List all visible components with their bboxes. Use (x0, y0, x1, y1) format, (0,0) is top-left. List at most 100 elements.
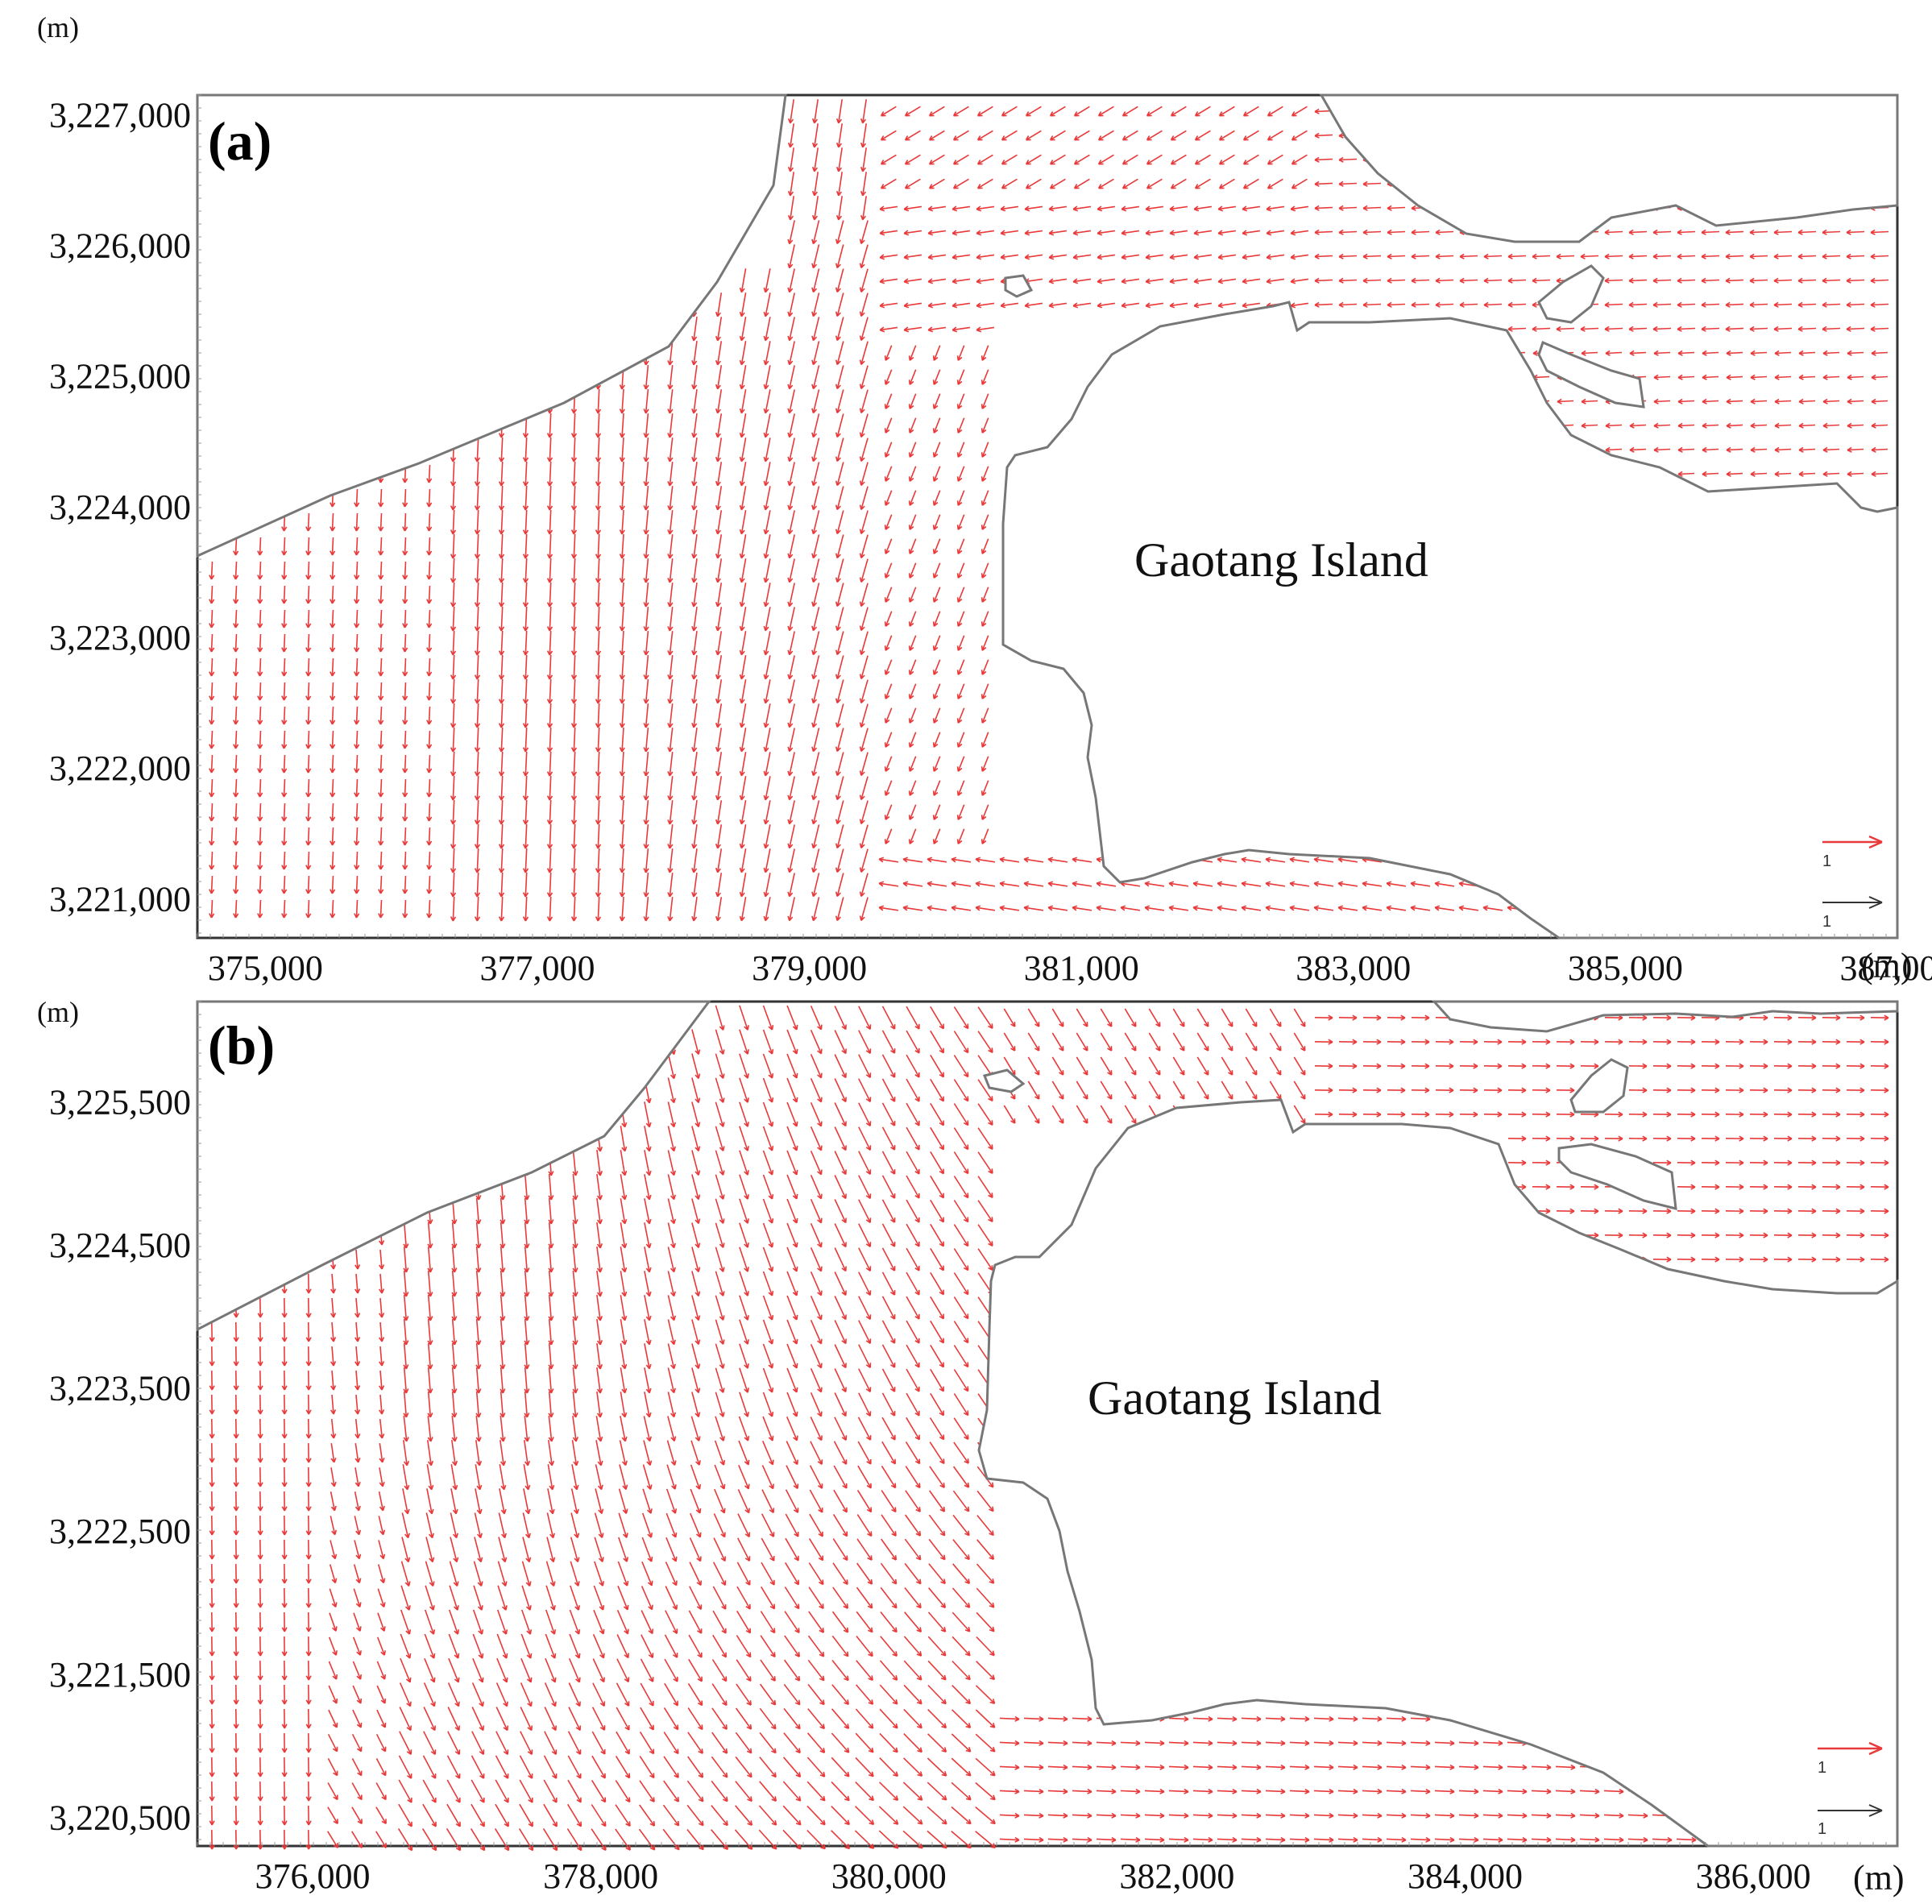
velocity-vector (976, 178, 993, 189)
velocity-vector (835, 510, 844, 535)
velocity-vector (378, 609, 384, 628)
velocity-vector (927, 230, 947, 236)
velocity-vector (498, 606, 505, 632)
velocity-vector (1435, 253, 1454, 259)
velocity-vector (908, 683, 917, 699)
velocity-vector (739, 510, 747, 535)
velocity-vector (378, 730, 384, 749)
velocity-vector (1242, 130, 1259, 141)
velocity-vector (1701, 326, 1720, 332)
velocity-vector (691, 582, 698, 608)
velocity-vector (787, 583, 795, 608)
velocity-vector (1652, 229, 1672, 235)
velocity-vector (1702, 398, 1719, 404)
velocity-vector (257, 730, 263, 749)
velocity-vector (1338, 253, 1358, 259)
velocity-vector (1677, 398, 1695, 404)
velocity-vector (474, 485, 481, 511)
velocity-vector (330, 633, 336, 653)
velocity-vector (378, 488, 384, 508)
velocity-vector (1267, 130, 1283, 141)
y-tick-label: 3,225,500 (49, 1082, 191, 1122)
velocity-vector (402, 706, 408, 725)
velocity-vector (1121, 154, 1138, 165)
velocity-vector (1314, 132, 1333, 139)
velocity-vector (305, 609, 312, 628)
velocity-vector (450, 485, 457, 511)
velocity-vector (1701, 301, 1720, 308)
velocity-vector (952, 154, 969, 165)
x-tick-label: 382,000 (1119, 1856, 1234, 1896)
velocity-vector (354, 657, 360, 677)
velocity-vector (859, 703, 869, 728)
velocity-vector (835, 196, 843, 221)
velocity-vector (691, 533, 698, 559)
velocity-vector (884, 369, 893, 385)
velocity-vector (402, 827, 408, 846)
velocity-vector (691, 485, 698, 511)
velocity-vector (498, 485, 505, 511)
velocity-vector (354, 803, 360, 822)
velocity-vector (1774, 446, 1792, 453)
velocity-vector (619, 533, 625, 559)
velocity-vector (691, 388, 698, 414)
velocity-vector (570, 413, 578, 438)
velocity-vector (1774, 471, 1792, 477)
velocity-vector (1338, 156, 1358, 163)
velocity-vector (903, 326, 922, 333)
velocity-vector (1846, 277, 1865, 284)
velocity-vector (927, 205, 947, 212)
velocity-vector (739, 486, 747, 511)
velocity-vector (787, 510, 795, 535)
velocity-vector (1145, 254, 1164, 260)
velocity-vector (1629, 350, 1647, 356)
velocity-vector (1291, 106, 1308, 117)
velocity-vector (474, 751, 481, 777)
velocity-vector (956, 393, 965, 409)
velocity-vector (904, 106, 921, 117)
velocity-vector (787, 631, 795, 656)
velocity-vector (1773, 326, 1793, 332)
velocity-vector (1653, 374, 1671, 380)
velocity-vector (884, 393, 893, 409)
velocity-vector (715, 607, 723, 632)
velocity-vector (281, 561, 288, 580)
velocity-vector (1628, 253, 1648, 259)
velocity-vector (1217, 205, 1237, 212)
velocity-vector (811, 486, 820, 511)
velocity-vector (233, 657, 239, 677)
velocity-vector (450, 751, 457, 777)
velocity-vector (1701, 229, 1720, 235)
velocity-vector (402, 609, 408, 628)
velocity-vector (426, 803, 433, 822)
panel-b-label: (b) (208, 1014, 275, 1076)
velocity-vector (811, 679, 820, 704)
velocity-vector (1702, 374, 1719, 380)
velocity-vector (474, 558, 481, 583)
velocity-vector (1146, 106, 1163, 117)
velocity-vector (281, 609, 288, 628)
velocity-vector (1362, 253, 1382, 259)
velocity-vector (546, 582, 553, 608)
velocity-vector (426, 512, 433, 532)
velocity-vector (787, 123, 794, 148)
velocity-vector (1798, 422, 1816, 429)
velocity-vector (691, 751, 698, 777)
velocity-vector (257, 561, 263, 580)
velocity-vector (1629, 446, 1647, 453)
velocity-vector (546, 606, 553, 632)
velocity-vector (209, 706, 215, 725)
velocity-vector (378, 778, 384, 798)
velocity-vector (981, 587, 989, 603)
velocity-vector (691, 509, 698, 535)
velocity-vector (739, 558, 747, 583)
velocity-vector (281, 537, 288, 556)
velocity-vector (903, 205, 922, 212)
velocity-vector (595, 799, 602, 825)
velocity-vector (667, 752, 674, 777)
velocity-vector (546, 654, 553, 680)
velocity-vector (956, 587, 965, 603)
velocity-vector (1024, 254, 1043, 260)
velocity-vector (354, 512, 360, 532)
velocity-vector (595, 413, 602, 438)
